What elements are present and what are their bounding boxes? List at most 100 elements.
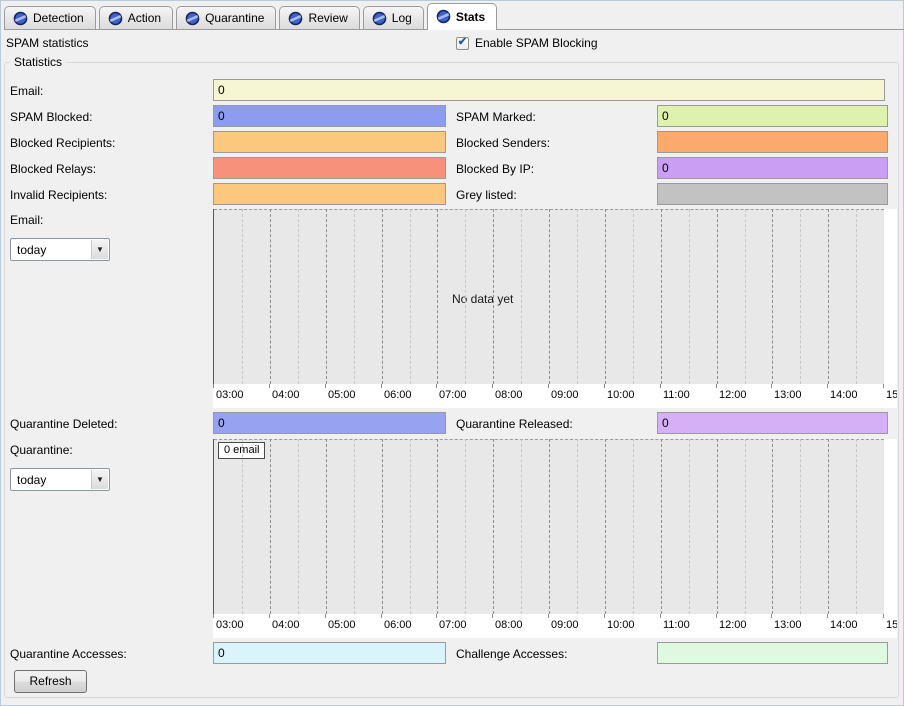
grey-listed-value-field [657, 183, 888, 205]
x-tick-label: 14:00 [830, 389, 858, 401]
gridline-major [605, 439, 606, 614]
quarantine-deleted-label: Quarantine Deleted: [10, 417, 118, 431]
tab-log[interactable]: Log [362, 6, 424, 29]
tab-label: Quarantine [205, 11, 265, 25]
x-tick-label: 10:00 [607, 619, 635, 631]
quarantine-released-label: Quarantine Released: [456, 417, 573, 431]
gridline-minor [298, 439, 299, 614]
x-tick-label: 08:00 [495, 619, 523, 631]
x-tick-label: 06:00 [384, 389, 412, 401]
gridline-major [382, 209, 383, 384]
axis-tick [604, 384, 605, 388]
axis-tick [492, 614, 493, 618]
email-range-select[interactable]: today ▼ [10, 238, 110, 261]
gridline-minor [689, 209, 690, 384]
x-tick-label: 07:00 [439, 389, 467, 401]
gridline-minor [354, 209, 355, 384]
gridline-major [717, 439, 718, 614]
axis-tick [771, 384, 772, 388]
axis-tick [492, 384, 493, 388]
tab-label: Action [127, 11, 162, 25]
blocked-senders-value-field [657, 131, 888, 153]
axis-tick [325, 384, 326, 388]
challenge-accesses-label: Challenge Accesses: [456, 647, 568, 661]
chart-legend: 0 email [218, 442, 266, 459]
gridline-major [270, 439, 271, 614]
email-activity-chart: No data yet 03:00 04:00 05:00 06:00 07:00 08:… [213, 209, 897, 408]
x-tick-label: 05:00 [328, 389, 356, 401]
tab-label: Review [308, 11, 348, 25]
gridline-major [549, 209, 550, 384]
email-chart-plot-area: No data yet [213, 209, 884, 384]
tab-label: Detection [33, 11, 84, 25]
legend-entry: 0 email [224, 444, 260, 456]
blocked-relays-value-field [213, 157, 446, 179]
gridline-major [828, 209, 829, 384]
x-tick-label: 05:00 [328, 619, 356, 631]
gridline-minor [577, 209, 578, 384]
blocked-recipients-label: Blocked Recipients: [10, 136, 116, 150]
axis-tick [548, 614, 549, 618]
gridline-major [382, 439, 383, 614]
x-tick-label: 08:00 [495, 389, 523, 401]
blocked-senders-label: Blocked Senders: [456, 136, 551, 150]
x-tick-label: 13:00 [774, 619, 802, 631]
quarantine-deleted-value-field: 0 [213, 412, 446, 434]
gridline-major [493, 209, 494, 384]
no-data-label: No data yet [452, 292, 514, 306]
x-tick-label: 03:00 [216, 389, 244, 401]
chevron-down-icon[interactable]: ▼ [91, 470, 108, 489]
tab-quarantine[interactable]: Quarantine [176, 6, 277, 29]
axis-tick [883, 614, 884, 618]
gridline-major [717, 209, 718, 384]
gridline-minor [633, 209, 634, 384]
axis-tick [716, 384, 717, 388]
axis-tick [436, 384, 437, 388]
chevron-down-icon[interactable]: ▼ [91, 240, 108, 259]
x-tick-label: 15:00 [886, 619, 897, 631]
gridline-major [549, 439, 550, 614]
challenge-accesses-value-field [657, 642, 888, 664]
gridline-minor [410, 209, 411, 384]
tab-stats[interactable]: Stats [426, 3, 498, 30]
quarantine-released-value-field: 0 [657, 412, 888, 434]
statistics-group-legend: Statistics [10, 55, 67, 69]
refresh-button[interactable]: Refresh [14, 670, 87, 693]
email-value-field: 0 [213, 79, 885, 101]
tab-action[interactable]: Action [98, 6, 174, 29]
axis-tick [827, 384, 828, 388]
gridline-major [270, 209, 271, 384]
blocked-recipients-value-field [213, 131, 446, 153]
invalid-recipients-value-field [213, 183, 446, 205]
enable-spam-blocking-checkbox[interactable]: ✔ [456, 36, 469, 50]
x-tick-label: 09:00 [551, 389, 579, 401]
axis-tick [771, 614, 772, 618]
tab-label: Stats [455, 9, 486, 24]
gridline-major [326, 209, 327, 384]
email-label: Email: [10, 84, 44, 98]
axis-tick [269, 384, 270, 388]
tab-detection[interactable]: Detection [4, 6, 96, 29]
axis-tick [827, 614, 828, 618]
tab-review[interactable]: Review [279, 6, 360, 29]
tab-label: Log [391, 11, 412, 25]
gridline-minor [745, 439, 746, 614]
x-tick-label: 12:00 [719, 389, 747, 401]
grey-listed-label: Grey listed: [456, 188, 517, 202]
x-tick-label: 04:00 [272, 389, 300, 401]
email-range-value: today [17, 243, 47, 257]
enable-spam-blocking[interactable]: ✔ Enable SPAM Blocking [456, 36, 598, 50]
axis-tick [213, 384, 214, 388]
statistics-group-box [4, 62, 899, 698]
gridline-minor [242, 439, 243, 614]
axis-tick [213, 614, 214, 618]
spam-marked-label: SPAM Marked: [456, 110, 536, 124]
quarantine-chart-section-label: Quarantine: [10, 443, 73, 457]
gridline-minor [242, 209, 243, 384]
invalid-recipients-label: Invalid Recipients: [10, 188, 108, 202]
x-tick-label: 11:00 [663, 619, 690, 631]
quarantine-range-select[interactable]: today ▼ [10, 468, 110, 491]
prohibition-icon [13, 11, 28, 26]
gridline-minor [633, 439, 634, 614]
